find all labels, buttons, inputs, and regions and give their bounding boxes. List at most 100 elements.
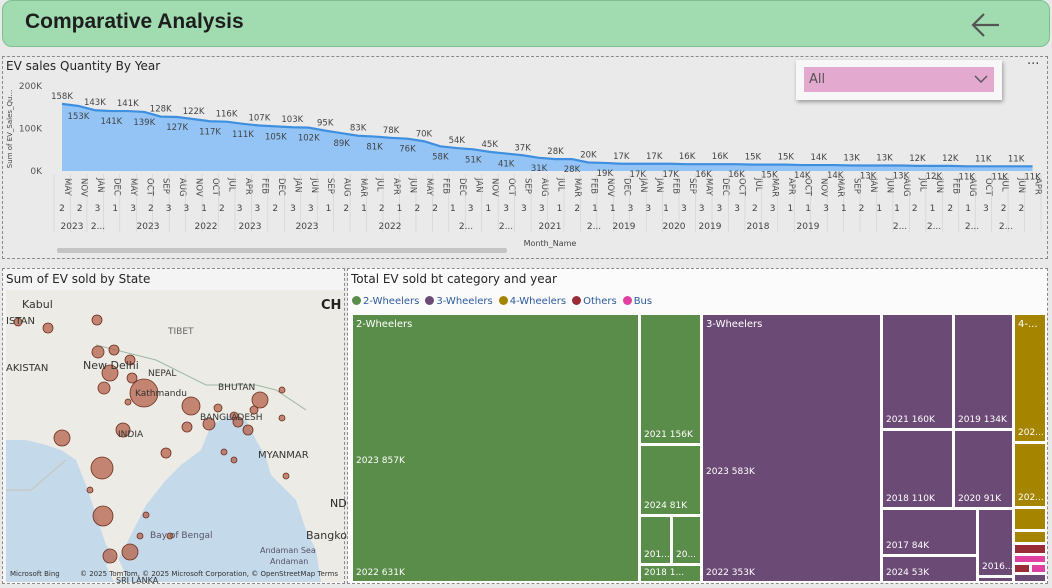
- treemap-cell[interactable]: [1014, 564, 1030, 573]
- data-label: 12K: [942, 154, 959, 164]
- data-label: 13K: [893, 171, 910, 181]
- data-label: 28K: [547, 147, 564, 157]
- treemap-cell[interactable]: [640, 445, 701, 515]
- state-bubble: [13, 317, 23, 327]
- legend-item[interactable]: Bus: [622, 296, 652, 307]
- x-quarter-label: 1: [450, 204, 456, 214]
- map-place-label: BANGLADESH: [200, 413, 263, 423]
- x-month-label: MAR: [769, 178, 779, 197]
- treemap-cell-label: 2016...: [982, 562, 1014, 572]
- x-month-label: NOV: [78, 178, 88, 197]
- treemap-cell[interactable]: [640, 516, 671, 564]
- treemap-cell[interactable]: [640, 314, 701, 444]
- x-quarter-label: 3: [130, 204, 136, 214]
- treemap-cell[interactable]: [352, 314, 639, 582]
- treemap-cell[interactable]: [882, 314, 953, 429]
- x-month-label: SEP: [325, 178, 335, 194]
- x-year-label: 2...: [459, 222, 473, 232]
- treemap-cell-label: 201...: [644, 550, 670, 560]
- x-quarter-label: 3: [770, 204, 776, 214]
- treemap-cell[interactable]: [1014, 443, 1046, 507]
- data-label: 141K: [100, 117, 122, 127]
- state-bubble: [101, 364, 119, 382]
- map-attribution: © 2025 TomTom, © 2025 Microsoft Corporat…: [80, 570, 339, 578]
- x-quarter-label: 2: [343, 204, 349, 214]
- x-year-label: 2...: [893, 222, 907, 232]
- treemap-cell[interactable]: [1031, 564, 1046, 573]
- treemap-cell-label: 2023 583K: [706, 467, 755, 477]
- legend-item[interactable]: 4-Wheelers: [498, 296, 566, 307]
- data-label: 12K: [909, 154, 926, 164]
- legend-dot-icon: [498, 296, 508, 305]
- map-place-label: INDIA: [118, 430, 144, 440]
- treemap-cell[interactable]: [640, 565, 701, 582]
- state-bubble: [142, 511, 150, 519]
- y-tick-label: 100K: [19, 125, 43, 135]
- state-bubble-map[interactable]: [6, 290, 344, 582]
- x-year-label: 2023: [296, 222, 319, 232]
- data-label: 45K: [482, 140, 499, 150]
- treemap-cell[interactable]: [882, 509, 977, 555]
- series-area: [62, 103, 1033, 171]
- data-label: 70K: [416, 129, 433, 139]
- data-label: 14K: [794, 171, 811, 181]
- x-year-label: 2022: [379, 222, 402, 232]
- map-place-label: CH: [321, 298, 342, 313]
- x-month-label: JUL: [753, 177, 763, 192]
- state-bubble: [242, 424, 254, 436]
- treemap-cell[interactable]: [672, 516, 701, 564]
- x-month-label: JUL: [375, 177, 385, 192]
- x-axis-label: Month_Name: [524, 239, 577, 248]
- treemap-cell[interactable]: [1014, 544, 1046, 554]
- x-year-label: 2...: [587, 222, 601, 232]
- x-quarter-label: 1: [112, 204, 118, 214]
- data-label: 95K: [317, 119, 334, 129]
- data-label: 16K: [712, 152, 729, 162]
- x-quarter-label: 3: [628, 204, 634, 214]
- treemap-cell[interactable]: [1014, 555, 1046, 563]
- x-year-label: 2...: [91, 222, 105, 232]
- x-quarter-label: 2: [752, 204, 758, 214]
- treemap-cell[interactable]: [1014, 574, 1046, 582]
- year-slicer[interactable]: All: [796, 60, 1002, 100]
- state-bubble: [124, 398, 132, 406]
- data-label: 11K: [975, 154, 992, 164]
- x-month-label: NOV: [490, 178, 500, 197]
- x-quarter-label: 1: [592, 204, 598, 214]
- x-quarter-label: 3: [699, 204, 705, 214]
- treemap-cell[interactable]: [1014, 508, 1046, 530]
- slicer-value: All: [809, 72, 826, 87]
- treemap-cell[interactable]: [702, 314, 881, 582]
- data-label: 14K: [827, 171, 844, 181]
- slicer-dropdown[interactable]: All: [804, 67, 994, 92]
- x-month-label: DEC: [621, 178, 631, 196]
- x-month-label: MAR: [835, 178, 845, 197]
- treemap-cell[interactable]: [954, 430, 1013, 508]
- horizontal-scrollbar[interactable]: [57, 248, 507, 253]
- data-label: 20K: [580, 151, 597, 161]
- state-bubble: [92, 505, 114, 527]
- x-month-label: SEP: [161, 178, 171, 194]
- legend-item[interactable]: 3-Wheelers: [425, 296, 493, 307]
- treemap-cell[interactable]: [882, 430, 953, 508]
- treemap-cell[interactable]: [882, 556, 977, 582]
- treemap-cell[interactable]: [1014, 314, 1046, 442]
- arrow-left-icon[interactable]: [969, 8, 1003, 42]
- treemap-cell[interactable]: [978, 577, 1013, 582]
- x-year-label: 2023: [61, 222, 84, 232]
- treemap-cell[interactable]: [978, 509, 1013, 576]
- data-label: 105K: [265, 132, 287, 142]
- x-quarter-label: 2: [148, 204, 154, 214]
- legend-item[interactable]: Others: [572, 296, 617, 307]
- x-year-label: 2...: [927, 222, 941, 232]
- x-month-label: MAY: [424, 178, 434, 196]
- x-quarter-label: 2: [379, 204, 385, 214]
- treemap-cell[interactable]: [954, 314, 1013, 429]
- treemap-cell[interactable]: [1014, 531, 1046, 543]
- x-month-label: FEB: [588, 178, 598, 194]
- treemap-title: Total EV sold bt category and year: [351, 272, 557, 286]
- data-label: 13K: [876, 153, 893, 163]
- legend-item[interactable]: 2-Wheelers: [352, 296, 419, 307]
- more-options-icon[interactable]: ···: [1027, 57, 1040, 72]
- x-year-label: 2019: [797, 222, 820, 232]
